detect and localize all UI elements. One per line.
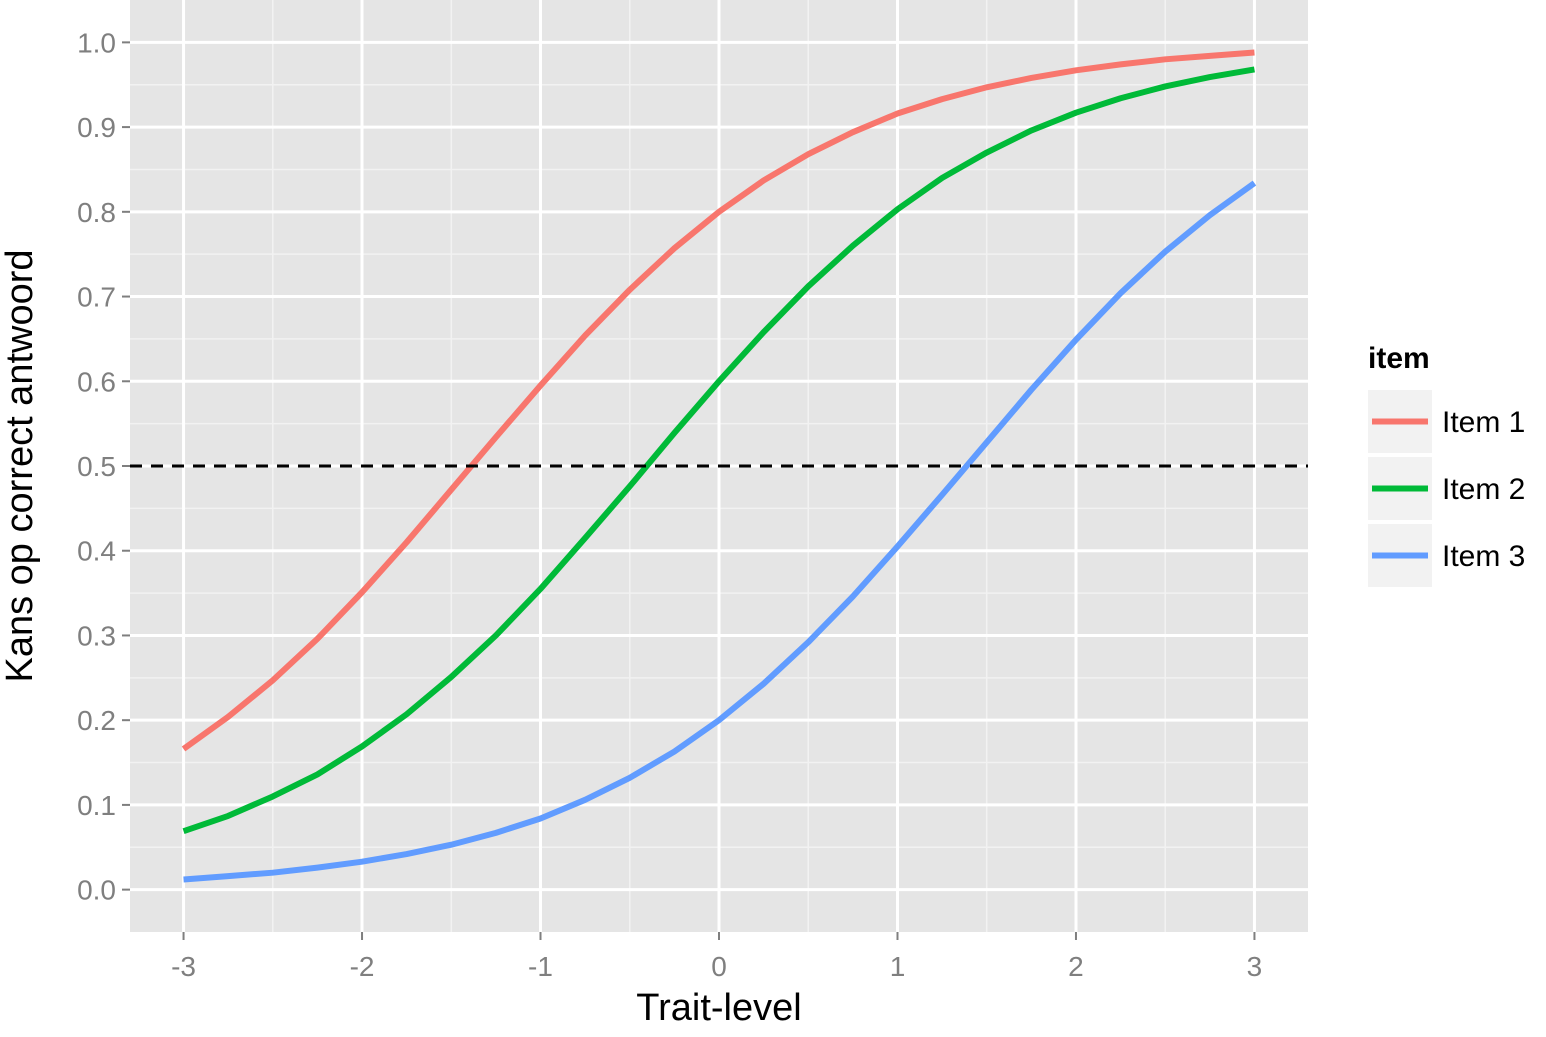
legend: item Item 1 Item 2 Item 3 (1368, 342, 1525, 587)
x-tick-label: 1 (890, 951, 906, 982)
series-line (182, 66, 1255, 835)
y-tick-label: 0.2 (77, 705, 116, 736)
x-tick-label: -3 (171, 951, 196, 982)
legend-label: Item 3 (1442, 540, 1525, 573)
y-tick-label: 0.5 (77, 451, 116, 482)
y-tick-label: 1.0 (77, 27, 116, 58)
x-tick-label: 0 (711, 951, 727, 982)
x-tick-label: 2 (1068, 951, 1084, 982)
y-tick-label: 0.9 (77, 112, 116, 143)
axes: 0.0 0.1 0.2 0.3 0.4 0.5 0.6 0.7 0.8 0.9 1.0 -3 -2 -1 0… (77, 27, 1262, 982)
y-tick-label: 0.6 (77, 366, 116, 397)
legend-label: Item 1 (1442, 406, 1525, 439)
y-tick-label: 0.3 (77, 620, 116, 651)
y-tick-label: 0.7 (77, 282, 116, 313)
y-tick-label: 0.8 (77, 197, 116, 228)
lines (130, 49, 1308, 883)
x-tick-label: 3 (1247, 951, 1263, 982)
series-line (181, 49, 1255, 752)
legend-label: Item 2 (1442, 473, 1525, 506)
x-tick-label: -2 (350, 951, 375, 982)
legend-title: item (1368, 342, 1430, 375)
x-tick-label: -1 (528, 951, 553, 982)
y-tick-label: 0.4 (77, 536, 116, 567)
series-line (183, 180, 1257, 883)
y-tick-label: 0.1 (77, 790, 116, 821)
y-tick-label: 0.0 (77, 875, 116, 906)
x-axis-title: Trait-level (636, 987, 801, 1029)
y-axis-title: Kans op correct antwoord (0, 249, 41, 682)
